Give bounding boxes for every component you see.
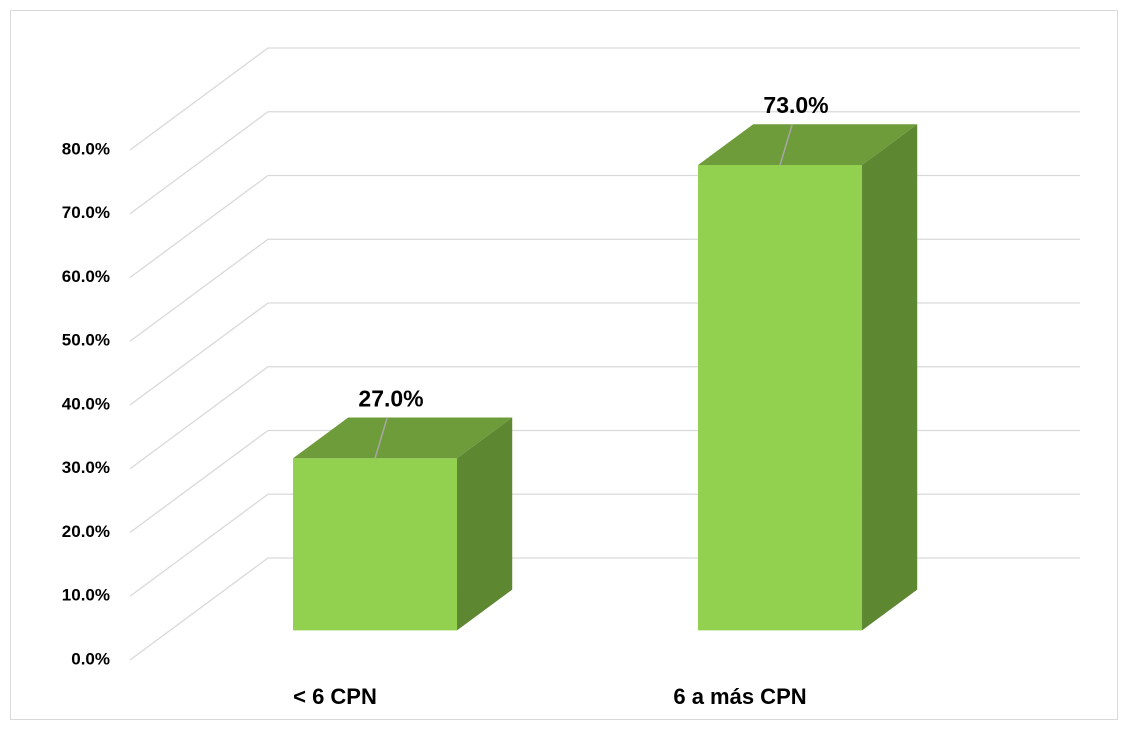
y-tick-label: 70.0% (62, 203, 110, 222)
x-tick-label: 6 a más CPN (673, 684, 806, 709)
y-tick-label: 0.0% (71, 649, 110, 668)
leader-line (779, 124, 793, 166)
y-tick-label: 20.0% (62, 522, 110, 541)
data-label: 27.0% (358, 385, 423, 411)
bar-top (698, 124, 918, 166)
y-tick-label: 80.0% (62, 139, 110, 158)
y-tick-label: 30.0% (62, 458, 110, 477)
leader-line (374, 418, 388, 459)
chart-border (10, 10, 1118, 720)
y-tick-label: 50.0% (62, 331, 110, 350)
bar-top (293, 417, 513, 459)
data-label: 73.0% (763, 92, 828, 118)
grid-line (129, 111, 1080, 215)
grid-line (129, 47, 1080, 151)
bar-front (698, 165, 863, 631)
bar-side (862, 124, 918, 631)
x-tick-label: < 6 CPN (293, 684, 377, 709)
y-tick-label: 60.0% (62, 267, 110, 286)
y-tick-label: 40.0% (62, 394, 110, 413)
bar-front (293, 458, 458, 631)
y-tick-label: 10.0% (62, 586, 110, 605)
bar-side (457, 417, 513, 631)
